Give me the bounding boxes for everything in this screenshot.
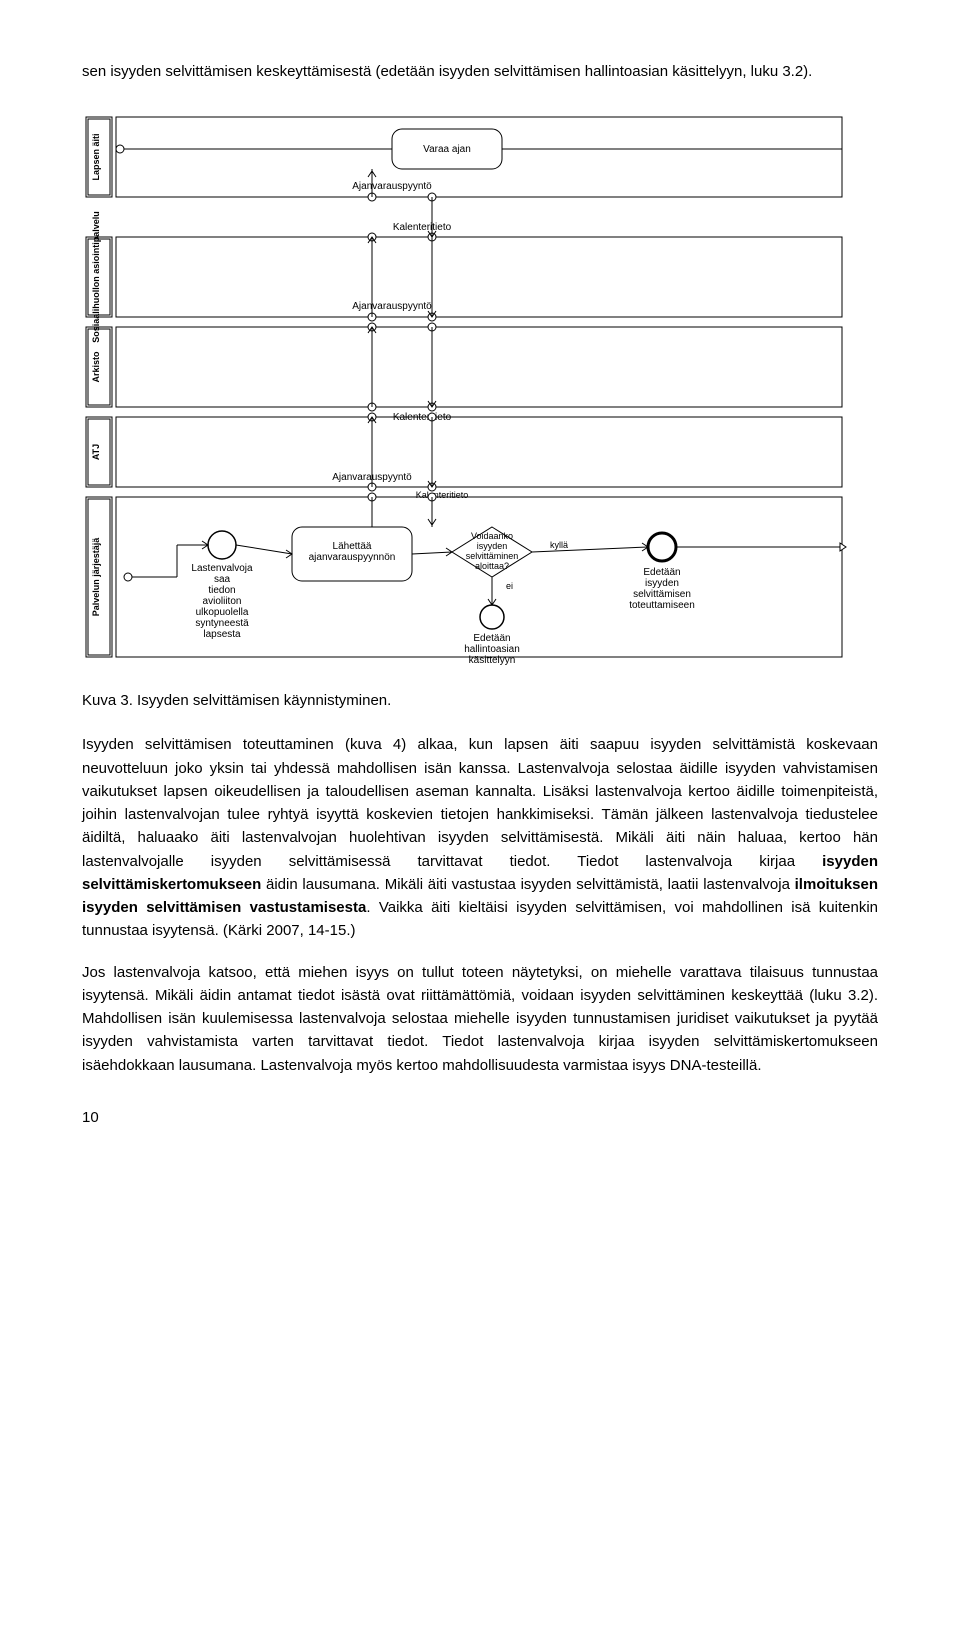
svg-text:Arkisto: Arkisto bbox=[91, 351, 101, 383]
para2-run-a: Isyyden selvittämisen toteuttaminen (kuv… bbox=[82, 736, 878, 869]
svg-text:ATJ: ATJ bbox=[91, 444, 101, 460]
svg-text:Kalenteritieto: Kalenteritieto bbox=[393, 412, 452, 423]
svg-text:Ajanvarauspyyntö: Ajanvarauspyyntö bbox=[352, 181, 432, 192]
para2-run-c: äidin lausumana. Mikäli äiti vastustaa i… bbox=[261, 876, 794, 893]
svg-text:Sosiaalihuollon asiointipalvel: Sosiaalihuollon asiointipalvelu bbox=[91, 211, 101, 343]
paragraph-3: Jos lastenvalvoja katsoo, että miehen is… bbox=[82, 961, 878, 1077]
svg-text:Lähettääajanvarauspyynnön: Lähettääajanvarauspyynnön bbox=[309, 541, 396, 563]
svg-text:Kalenteritieto: Kalenteritieto bbox=[393, 222, 452, 233]
svg-text:Edetäänhallintoasiankäsittelyy: Edetäänhallintoasiankäsittelyyn bbox=[464, 633, 520, 666]
svg-text:kyllä: kyllä bbox=[550, 540, 568, 550]
figure-caption: Kuva 3. Isyyden selvittämisen käynnistym… bbox=[82, 692, 878, 709]
svg-text:Lastenvalvojasaatiedonavioliit: Lastenvalvojasaatiedonavioliitonulkopuol… bbox=[191, 563, 253, 640]
svg-text:Lapsen äiti: Lapsen äiti bbox=[91, 134, 101, 181]
svg-text:Palvelun järjestäjä: Palvelun järjestäjä bbox=[91, 537, 101, 617]
svg-text:ei: ei bbox=[506, 581, 513, 591]
svg-text:Varaa ajan: Varaa ajan bbox=[423, 144, 471, 155]
page-number: 10 bbox=[82, 1109, 878, 1126]
diagram-container: Lapsen äiti Sosiaalihuollon asiointipalve… bbox=[82, 107, 852, 672]
svg-text:Edetäänisyydenselvittämisentot: Edetäänisyydenselvittämisentoteuttamisee… bbox=[629, 567, 695, 611]
paragraph-2: Isyyden selvittämisen toteuttaminen (kuv… bbox=[82, 733, 878, 942]
paragraph-top: sen isyyden selvittämisen keskeyttämises… bbox=[82, 60, 878, 83]
svg-text:Ajanvarauspyyntö: Ajanvarauspyyntö bbox=[352, 301, 432, 312]
svg-text:Kalenteritieto: Kalenteritieto bbox=[416, 490, 469, 500]
